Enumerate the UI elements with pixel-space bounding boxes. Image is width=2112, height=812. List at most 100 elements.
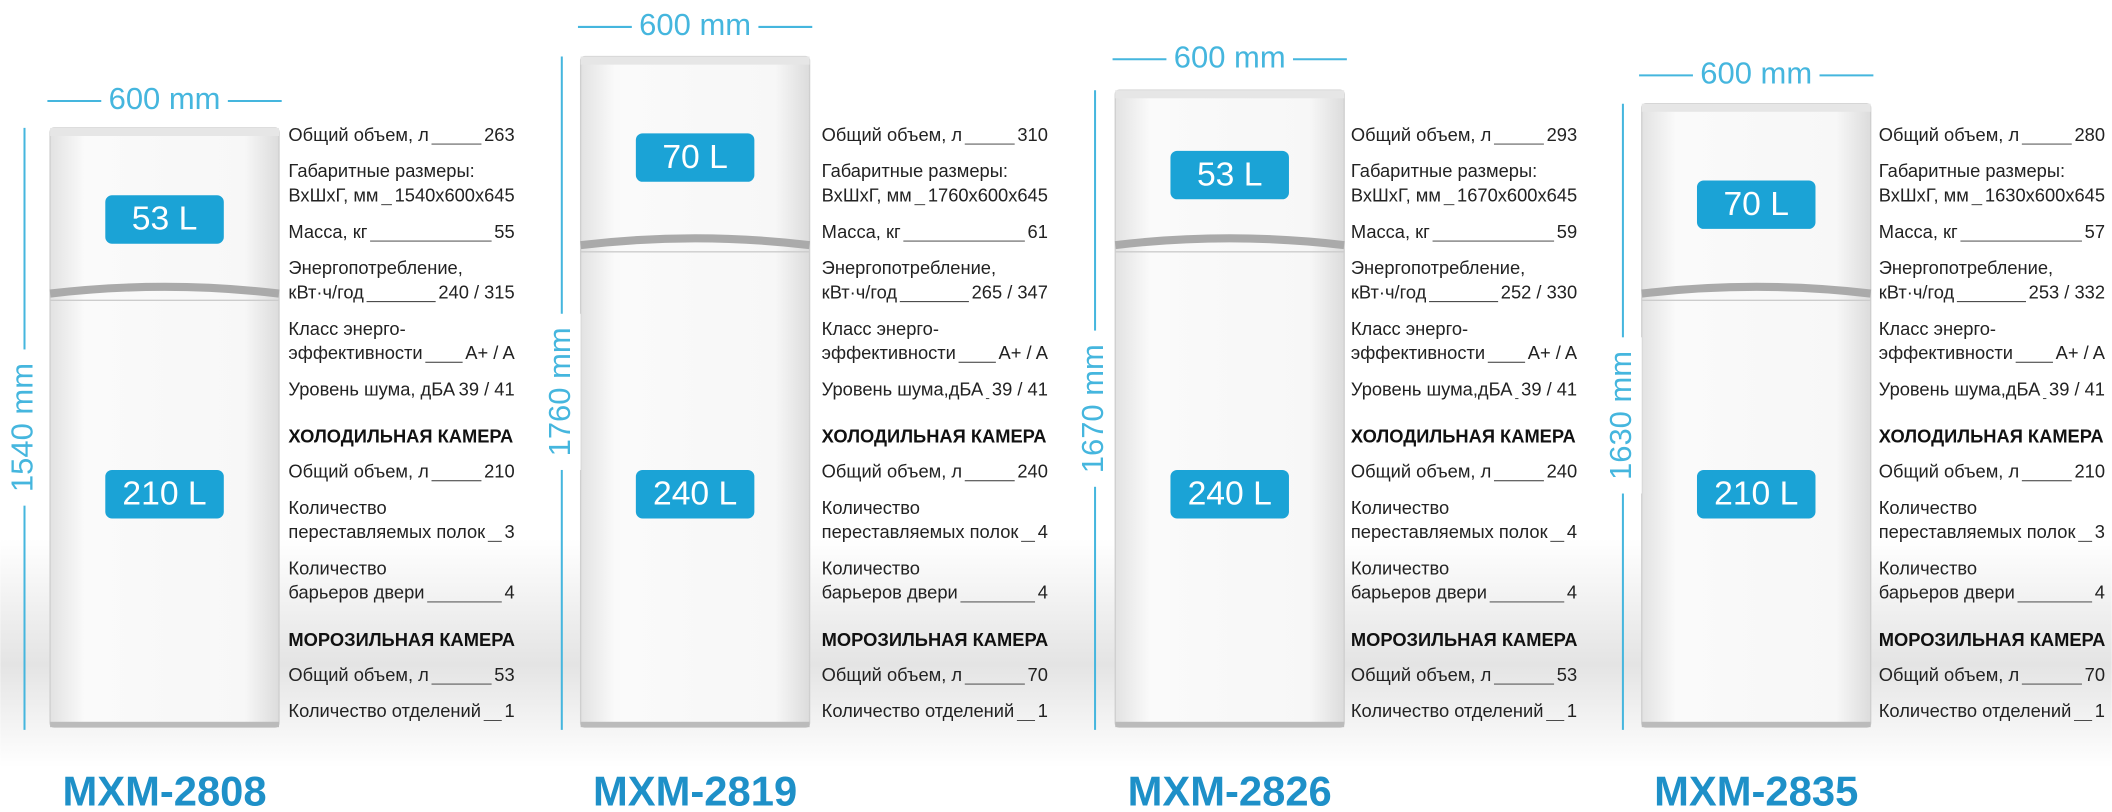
spec-label: Общий объем, л bbox=[822, 664, 962, 685]
width-label: 600 mm bbox=[1174, 39, 1286, 74]
section-title: ХОЛОДИЛЬНАЯ КАМЕРА bbox=[1351, 425, 1576, 446]
section-title: МОРОЗИЛЬНАЯ КАМЕРА bbox=[288, 629, 515, 650]
spec-value: 1630x600x645 bbox=[1985, 184, 2105, 205]
spec-value: 1 bbox=[504, 700, 514, 721]
spec-label: кВт·ч/год bbox=[1879, 281, 1955, 302]
spec-label: Количество bbox=[822, 497, 920, 518]
fridge-top-edge bbox=[1115, 90, 1344, 98]
spec-label: Уровень шума, дБА bbox=[288, 378, 455, 399]
spec-label: Общий объем, л bbox=[822, 124, 962, 145]
model-name: MXM-2819 bbox=[593, 768, 797, 812]
fridge-top-edge bbox=[1642, 104, 1871, 112]
spec-label: Общий объем, л bbox=[1879, 461, 2019, 482]
spec-label: Общий объем, л bbox=[288, 124, 428, 145]
spec-label: Общий объем, л bbox=[1351, 461, 1491, 482]
spec-value: 263 bbox=[484, 124, 515, 145]
spec-value: 39 / 41 bbox=[992, 378, 1048, 399]
spec-label: кВт·ч/год bbox=[1351, 281, 1427, 302]
fridge-base bbox=[50, 722, 279, 727]
spec-label: Количество bbox=[288, 497, 386, 518]
spec-value: 240 bbox=[1547, 461, 1578, 482]
spec-value: 4 bbox=[2095, 582, 2105, 603]
spec-value: 3 bbox=[2095, 521, 2105, 542]
spec-label: Энергопотребление, bbox=[1351, 257, 1525, 278]
spec-label: переставляемых полок bbox=[822, 521, 1020, 542]
volume-label: 240 L bbox=[653, 475, 737, 512]
spec-value: 4 bbox=[1038, 582, 1048, 603]
spec-label: Общий объем, л bbox=[1351, 124, 1491, 145]
spec-label: Количество bbox=[1879, 557, 1977, 578]
volume-label: 210 L bbox=[1714, 475, 1798, 512]
section-title: ХОЛОДИЛЬНАЯ КАМЕРА bbox=[288, 425, 513, 446]
spec-value: A+ / A bbox=[2056, 342, 2106, 363]
spec-value: 240 / 315 bbox=[438, 281, 514, 302]
spec-value: 210 bbox=[484, 461, 515, 482]
spec-label: Количество отделений bbox=[822, 700, 1015, 721]
spec-label: Класс энерго- bbox=[1879, 318, 1996, 339]
spec-label: эффективности bbox=[288, 342, 422, 363]
spec-value: 57 bbox=[2085, 221, 2105, 242]
model-name: MXM-2808 bbox=[62, 768, 266, 812]
spec-label: Габаритные размеры: bbox=[1351, 160, 1537, 181]
spec-value: 70 bbox=[1028, 664, 1048, 685]
height-label: 1760 mm bbox=[542, 327, 577, 456]
spec-label: ВхШхГ, мм bbox=[288, 184, 378, 205]
spec-value: 1 bbox=[1038, 700, 1048, 721]
spec-label: переставляемых полок bbox=[1879, 521, 2077, 542]
spec-value: A+ / A bbox=[465, 342, 515, 363]
spec-label: эффективности bbox=[1879, 342, 2013, 363]
spec-value: 265 / 347 bbox=[972, 281, 1048, 302]
spec-label: Общий объем, л bbox=[822, 461, 962, 482]
fridge-top-edge bbox=[50, 128, 279, 136]
spec-value: 252 / 330 bbox=[1501, 281, 1577, 302]
spec-value: 280 bbox=[2074, 124, 2105, 145]
spec-label: Количество отделений bbox=[288, 700, 481, 721]
spec-label: Количество bbox=[822, 557, 920, 578]
spec-label: ВхШхГ, мм bbox=[822, 184, 912, 205]
spec-label: Уровень шума,дБА bbox=[1879, 378, 2041, 399]
section-title: МОРОЗИЛЬНАЯ КАМЕРА bbox=[822, 629, 1049, 650]
spec-label: барьеров двери bbox=[1879, 582, 2015, 603]
model-name: MXM-2826 bbox=[1128, 768, 1332, 812]
spec-label: Общий объем, л bbox=[1879, 664, 2019, 685]
spec-value: 4 bbox=[1567, 521, 1577, 542]
spec-value: 53 bbox=[494, 664, 514, 685]
spec-value: 253 / 332 bbox=[2029, 281, 2105, 302]
spec-label: кВт·ч/год bbox=[822, 281, 898, 302]
section-title: ХОЛОДИЛЬНАЯ КАМЕРА bbox=[1879, 425, 2104, 446]
spec-label: эффективности bbox=[1351, 342, 1485, 363]
spec-label: Количество bbox=[1351, 497, 1449, 518]
fridge-base bbox=[1115, 722, 1344, 727]
height-label: 1540 mm bbox=[5, 363, 40, 492]
spec-label: Количество bbox=[288, 557, 386, 578]
spec-label: переставляемых полок bbox=[288, 521, 486, 542]
spec-label: Уровень шума,дБА bbox=[1351, 378, 1513, 399]
section-title: МОРОЗИЛЬНАЯ КАМЕРА bbox=[1879, 629, 2106, 650]
volume-label: 70 L bbox=[1723, 186, 1789, 223]
product-comparison: 53 L 210 L 600 mm 1540 mm MXM-2808 Общий объе… bbox=[0, 0, 2112, 812]
volume-label: 70 L bbox=[662, 139, 728, 176]
spec-value: 4 bbox=[504, 582, 514, 603]
spec-label: барьеров двери bbox=[288, 582, 424, 603]
spec-value: 240 bbox=[1017, 461, 1048, 482]
spec-label: Энергопотребление, bbox=[1879, 257, 2053, 278]
height-label: 1670 mm bbox=[1075, 344, 1110, 473]
fridge-base bbox=[581, 722, 810, 727]
volume-label: 53 L bbox=[1197, 156, 1263, 193]
spec-label: Масса, кг bbox=[822, 221, 901, 242]
spec-label: кВт·ч/год bbox=[288, 281, 364, 302]
spec-value: 310 bbox=[1017, 124, 1048, 145]
spec-value: 53 bbox=[1557, 664, 1577, 685]
spec-label: Общий объем, л bbox=[288, 664, 428, 685]
fridge-top-edge bbox=[581, 57, 810, 65]
spec-label: Габаритные размеры: bbox=[822, 160, 1008, 181]
volume-label: 210 L bbox=[122, 475, 206, 512]
width-label: 600 mm bbox=[109, 81, 221, 116]
spec-label: Класс энерго- bbox=[288, 318, 405, 339]
spec-value: A+ / A bbox=[1528, 342, 1578, 363]
spec-label: Энергопотребление, bbox=[822, 257, 996, 278]
section-title: МОРОЗИЛЬНАЯ КАМЕРА bbox=[1351, 629, 1578, 650]
spec-label: Класс энерго- bbox=[1351, 318, 1468, 339]
spec-label: Количество отделений bbox=[1351, 700, 1544, 721]
volume-label: 53 L bbox=[132, 201, 198, 238]
